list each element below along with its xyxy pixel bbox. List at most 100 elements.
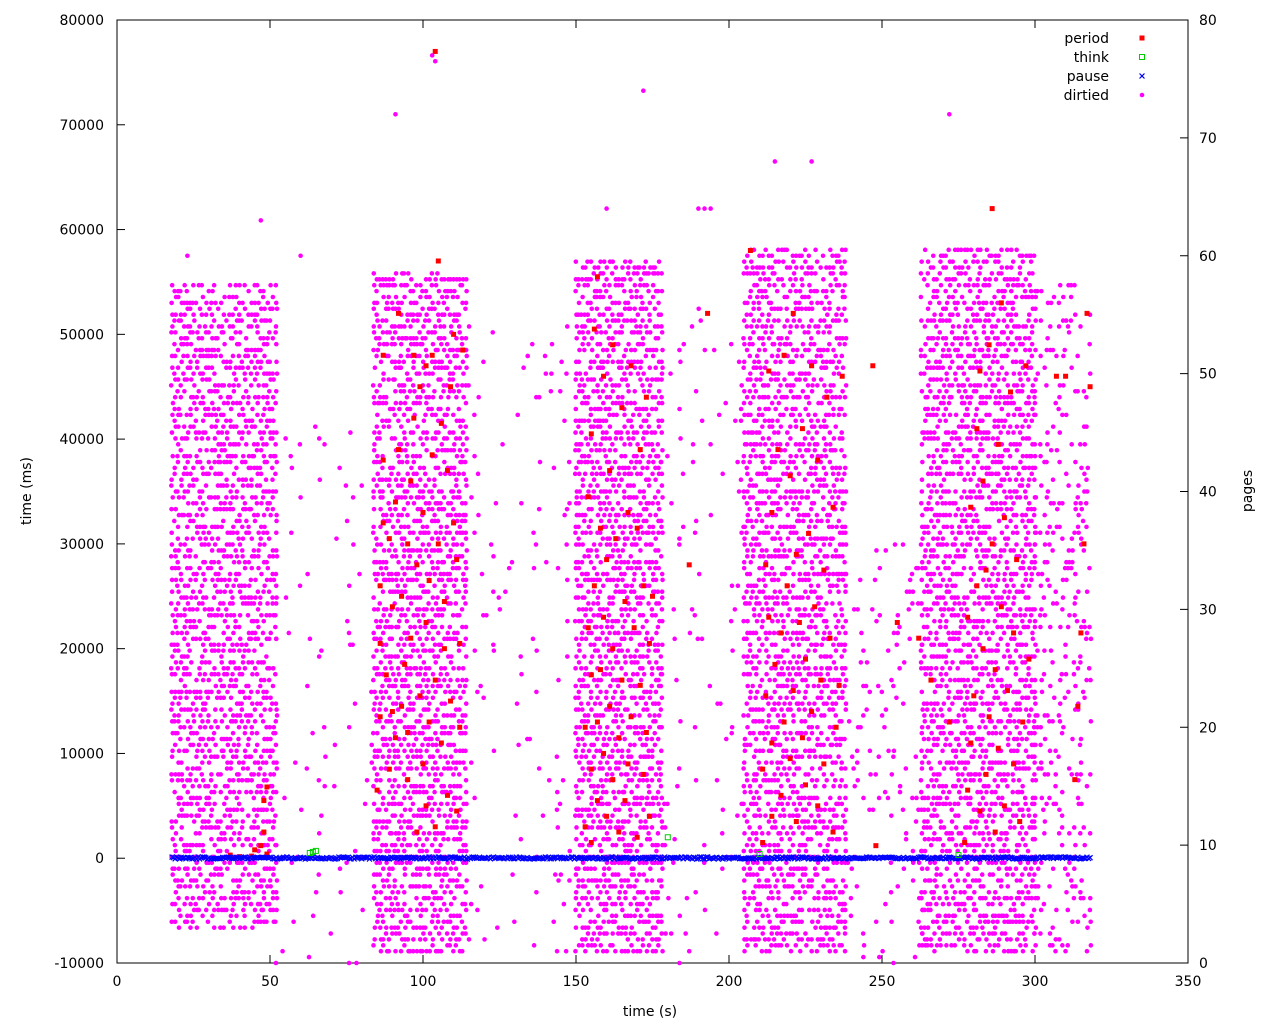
dirtied-point bbox=[251, 807, 257, 813]
dirtied-point bbox=[395, 901, 400, 907]
dirtied-point bbox=[655, 919, 661, 925]
dirtied-point bbox=[658, 518, 664, 524]
dirtied-point bbox=[219, 654, 224, 659]
dirtied-point bbox=[248, 842, 254, 848]
dirtied-point bbox=[637, 282, 643, 288]
dirtied-point bbox=[228, 913, 234, 919]
dirtied-point bbox=[426, 530, 431, 536]
dirtied-point bbox=[634, 801, 640, 807]
dirtied-point bbox=[420, 642, 425, 648]
dirtied-point bbox=[207, 889, 212, 895]
dirtied-point bbox=[417, 477, 423, 483]
dirtied-point bbox=[751, 318, 756, 323]
dirtied-point bbox=[594, 571, 600, 577]
dirtied-point bbox=[760, 748, 766, 754]
dirtied-point bbox=[386, 801, 392, 807]
dirtied-point bbox=[195, 748, 200, 754]
dirtied-point bbox=[622, 259, 628, 264]
dirtied-point bbox=[632, 931, 637, 936]
dirtied-point bbox=[763, 471, 769, 477]
dirtied-point bbox=[423, 277, 429, 282]
dirtied-point bbox=[408, 919, 413, 925]
dirtied-point bbox=[242, 306, 248, 312]
dirtied-point bbox=[622, 654, 628, 659]
dirtied-point bbox=[438, 801, 444, 807]
dirtied-point bbox=[212, 436, 218, 441]
dirtied-point bbox=[208, 777, 214, 783]
dirtied-point bbox=[460, 666, 466, 671]
dirtied-point bbox=[209, 324, 214, 329]
dirtied-point bbox=[213, 300, 218, 306]
dirtied-point bbox=[250, 671, 255, 677]
dirtied-point bbox=[451, 948, 456, 954]
dirtied-point bbox=[588, 607, 594, 612]
dirtied-point bbox=[224, 430, 230, 435]
dirtied-point bbox=[416, 719, 422, 724]
dirtied-point bbox=[219, 707, 224, 712]
dirtied-point bbox=[757, 530, 762, 536]
dirtied-point bbox=[744, 347, 750, 353]
dirtied-point bbox=[577, 648, 582, 653]
dirtied-point bbox=[199, 583, 205, 589]
dirtied-point bbox=[375, 913, 381, 919]
dirtied-point bbox=[583, 530, 589, 536]
dirtied-point bbox=[756, 412, 762, 418]
dirtied-point bbox=[583, 636, 589, 642]
dirtied-point bbox=[261, 660, 267, 665]
dirtied-point bbox=[610, 383, 615, 388]
dirtied-point bbox=[389, 925, 394, 930]
dirtied-point bbox=[268, 884, 273, 889]
dirtied-point bbox=[243, 506, 248, 512]
dirtied-point bbox=[185, 583, 191, 589]
dirtied-point bbox=[252, 707, 258, 712]
dirtied-point bbox=[197, 724, 203, 730]
dirtied-point bbox=[213, 683, 219, 689]
dirtied-point bbox=[438, 394, 444, 400]
dirtied-point bbox=[458, 807, 463, 813]
dirtied-point bbox=[604, 742, 610, 748]
dirtied-point bbox=[748, 477, 754, 483]
dirtied-point bbox=[659, 819, 665, 824]
dirtied-point bbox=[620, 719, 626, 724]
dirtied-point bbox=[270, 477, 275, 483]
dirtied-point bbox=[398, 400, 404, 406]
dirtied-point bbox=[267, 318, 273, 323]
dirtied-point bbox=[448, 937, 453, 942]
dirtied-point bbox=[172, 713, 177, 718]
dirtied-point bbox=[601, 919, 607, 925]
dirtied-point bbox=[458, 424, 463, 429]
dirtied-point bbox=[203, 742, 209, 748]
dirtied-point bbox=[628, 636, 634, 642]
dirtied-point bbox=[219, 719, 225, 724]
dirtied-point bbox=[245, 836, 251, 842]
dirtied-point bbox=[175, 377, 181, 382]
dirtied-point bbox=[741, 389, 747, 394]
dirtied-point bbox=[610, 748, 615, 754]
dirtied-point bbox=[372, 937, 377, 942]
dirtied-point bbox=[402, 901, 407, 907]
dirtied-point bbox=[767, 919, 772, 925]
dirtied-point bbox=[430, 754, 436, 760]
dirtied-point bbox=[604, 724, 610, 730]
dirtied-point bbox=[262, 524, 267, 530]
dirtied-point bbox=[653, 772, 659, 777]
dirtied-point bbox=[629, 789, 634, 795]
dirtied-point bbox=[464, 353, 470, 359]
dirtied-point bbox=[573, 683, 579, 689]
dirtied-point bbox=[256, 300, 261, 306]
dirtied-point bbox=[585, 719, 591, 724]
dirtied-point bbox=[383, 931, 389, 936]
dirtied-point bbox=[393, 306, 398, 312]
dirtied-point bbox=[404, 459, 410, 465]
dirtied-point bbox=[764, 636, 769, 642]
dirtied-point bbox=[378, 359, 384, 365]
dirtied-point bbox=[251, 618, 257, 624]
dirtied-point bbox=[206, 347, 211, 353]
dirtied-point bbox=[205, 695, 211, 701]
dirtied-point bbox=[619, 324, 625, 329]
dirtied-point bbox=[635, 730, 641, 736]
dirtied-point bbox=[190, 607, 196, 612]
dirtied-point bbox=[751, 300, 757, 306]
dirtied-point bbox=[417, 330, 422, 335]
dirtied-point bbox=[181, 471, 187, 477]
